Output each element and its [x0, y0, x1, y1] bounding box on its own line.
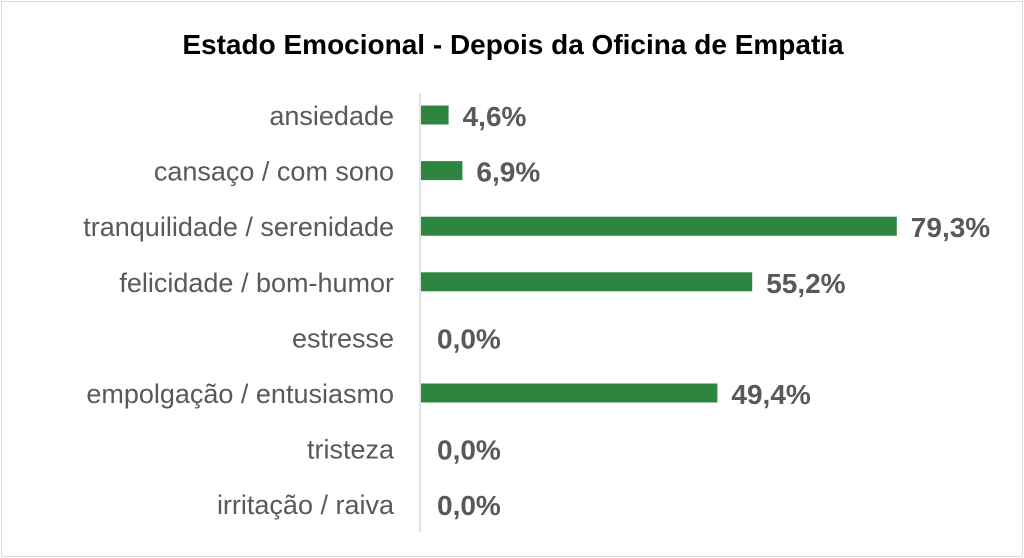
data-label: 0,0%: [437, 490, 501, 521]
bar: [421, 105, 449, 125]
category-label: ansiedade: [269, 101, 394, 131]
chart-title: Estado Emocional - Depois da Oficina de …: [182, 29, 844, 60]
data-label: 6,9%: [476, 157, 540, 188]
bar: [421, 216, 897, 236]
data-label: 49,4%: [731, 379, 810, 410]
data-label: 55,2%: [766, 268, 845, 299]
bar: [421, 383, 718, 403]
category-label: irritação / raiva: [217, 490, 395, 520]
data-label: 0,0%: [437, 435, 501, 466]
category-label: tristeza: [307, 435, 395, 465]
category-label: felicidade / bom-humor: [119, 268, 394, 298]
data-label: 79,3%: [911, 212, 990, 243]
data-label: 4,6%: [463, 101, 527, 132]
category-label: empolgação / entusiasmo: [86, 379, 394, 409]
bar: [421, 272, 753, 292]
bars-layer: ansiedade 4,6% cansaço / com sono 6,9% tranq…: [83, 101, 990, 521]
category-label: cansaço / com sono: [154, 157, 394, 187]
bar: [421, 161, 463, 181]
category-label: tranquilidade / serenidade: [83, 212, 394, 242]
category-label: estresse: [292, 323, 394, 353]
data-label: 0,0%: [437, 323, 501, 354]
